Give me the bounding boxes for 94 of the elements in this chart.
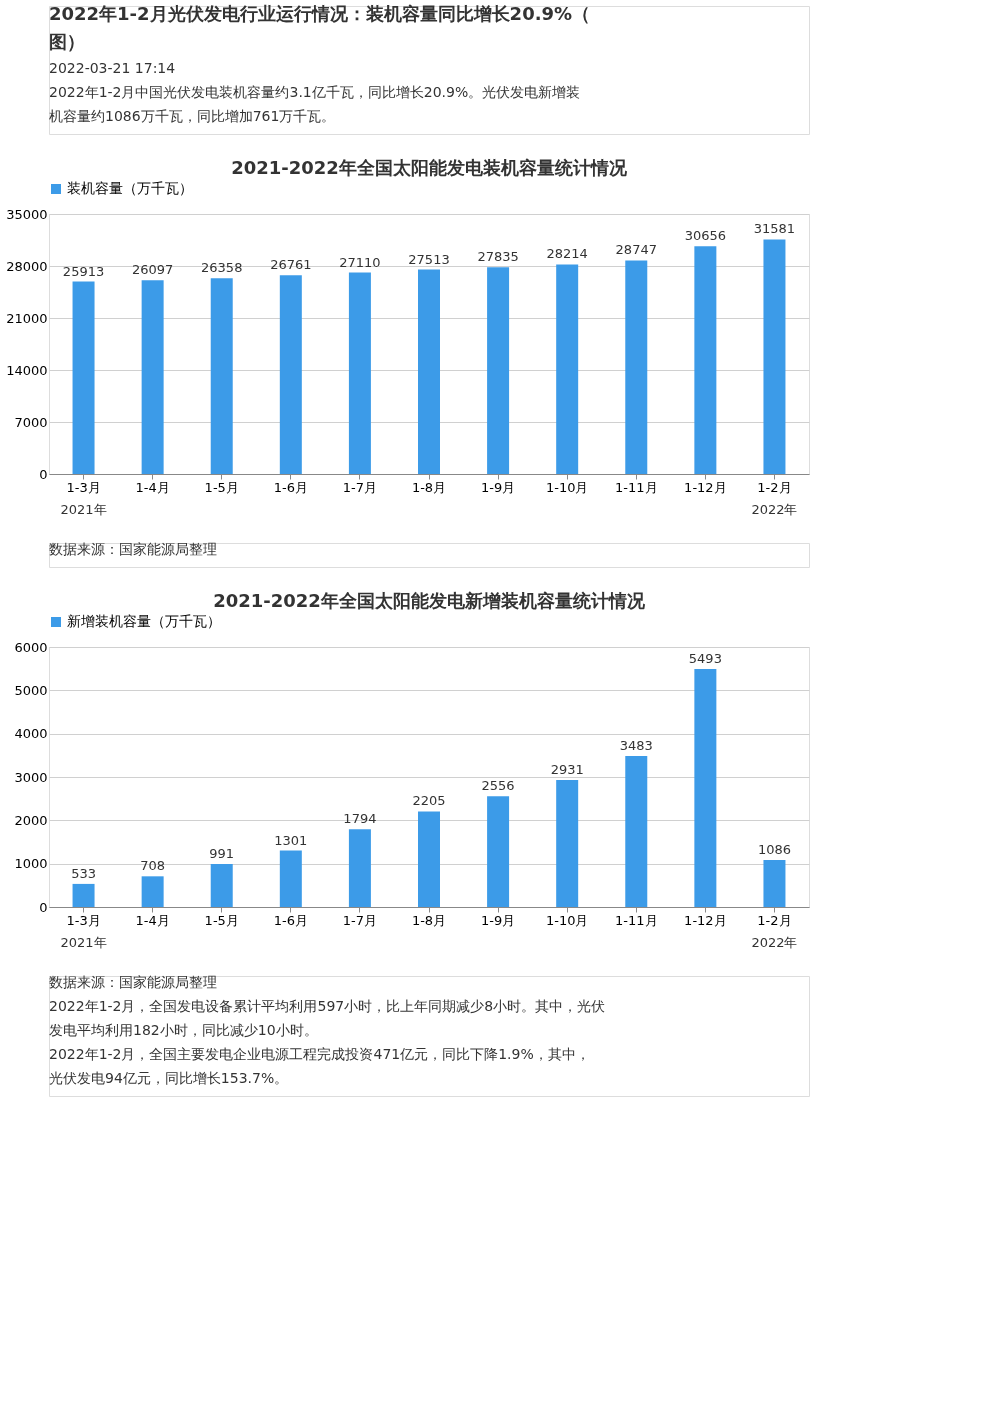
y-tick-label: 14000 (6, 362, 48, 378)
x-tick-label: 1-9月 (480, 479, 516, 495)
data-label: 2931 (550, 761, 584, 777)
x-tick-label: 1-12月 (684, 479, 727, 495)
bar (141, 280, 164, 474)
source-note: 数据来源：国家能源局整理 (49, 974, 217, 990)
y-tick-label: 6000 (14, 639, 48, 655)
legend-label: 装机容量（万千瓦） (67, 180, 193, 196)
bar (763, 239, 786, 474)
y-tick-label: 5000 (14, 682, 48, 698)
data-label: 5493 (688, 650, 722, 666)
data-label: 28747 (615, 242, 657, 258)
text: 2022年1-2月中国光伏发电装机容量约3.1亿千瓦，同比增长20.9%。光伏发电新增装机容量约1086万千瓦，同比增加761万千瓦。 (49, 84, 581, 124)
bar (418, 811, 440, 907)
bar (72, 883, 95, 907)
data-label: 2205 (412, 793, 446, 809)
chart-title: 2021-2022年全国太阳能发电装机容量统计情况 (231, 157, 628, 178)
x-tick-label: 1-2月 (757, 912, 792, 928)
y-tick-label: 21000 (6, 310, 48, 326)
x-tick-label: 1-3月 (66, 479, 101, 495)
x-tick-label: 1-10月 (545, 912, 589, 928)
x-tick-label: 1-6月 (273, 912, 308, 928)
data-label: 708 (140, 858, 166, 874)
bar (694, 668, 717, 907)
x-tick-label: 1-8月 (411, 912, 447, 928)
y-tick-label: 1000 (14, 856, 48, 872)
bar (210, 278, 233, 474)
data-label: 31581 (753, 221, 796, 237)
data-label: 27110 (339, 254, 381, 270)
y-tick-label: 0 (39, 899, 48, 915)
x-tick-label: 1-10月 (545, 479, 589, 495)
text: 2021年 (60, 502, 107, 517)
bar (348, 829, 371, 907)
bar (625, 260, 648, 474)
data-label: 1086 (757, 841, 791, 857)
text: 2022-03-21 17:14 (49, 60, 176, 76)
bar (556, 264, 579, 474)
data-label: 26097 (131, 262, 174, 278)
bar (625, 756, 648, 907)
data-label: 1301 (274, 832, 308, 848)
bar (210, 864, 233, 907)
x-tick-label: 1-4月 (135, 479, 170, 495)
bar (348, 272, 371, 474)
x-tick-label: 1-6月 (273, 479, 308, 495)
legend-label: 新增装机容量（万千瓦） (67, 613, 221, 629)
chart-title: 2021-2022年全国太阳能发电新增装机容量统计情况 (213, 590, 646, 611)
y-tick-label: 3000 (14, 769, 48, 785)
x-tick-label: 1-3月 (66, 912, 101, 928)
x-tick-label: 1-8月 (411, 479, 447, 495)
bar (487, 796, 510, 907)
data-label: 27835 (477, 249, 519, 265)
x-tick-label: 1-7月 (342, 479, 378, 495)
text: 2022年1-2月，全国主要发电企业电源工程完成投资471亿元，同比下降1.9%，其中，光伏发电94亿元，同比增长153.7%。 (49, 1046, 590, 1086)
bar (763, 859, 786, 907)
x-tick-label: 1-2月 (757, 479, 792, 495)
x-tick-label: 1-4月 (135, 912, 170, 928)
data-label: 3483 (619, 738, 653, 754)
data-label: 991 (209, 846, 235, 862)
x-tick-label: 1-11月 (615, 912, 658, 928)
text: 2022年1-2月光伏发电行业运行情况：装机容量同比增长20.9%（图） (49, 3, 591, 52)
text: 2022年 (751, 502, 798, 517)
y-tick-label: 4000 (14, 726, 48, 742)
text: 2022年1-2月，全国发电设备累计平均利用597小时，比上年同期减少8小时。其中，光伏发电平均利用182小时，同比减少10小时。 (49, 998, 606, 1038)
data-label: 26358 (201, 260, 243, 276)
source-note: 数据来源：国家能源局整理 (49, 541, 217, 557)
data-label: 533 (71, 865, 96, 881)
data-label: 25913 (62, 263, 105, 279)
y-tick-label: 0 (39, 466, 48, 482)
bar (279, 850, 302, 907)
x-tick-label: 1-7月 (342, 912, 378, 928)
bar (72, 281, 95, 474)
y-tick-label: 28000 (6, 258, 48, 274)
x-tick-label: 1-5月 (204, 479, 239, 495)
y-tick-label: 35000 (6, 206, 48, 222)
y-tick-label: 7000 (14, 414, 48, 430)
bar (279, 275, 302, 474)
x-tick-label: 1-12月 (684, 912, 727, 928)
x-tick-label: 1-11月 (615, 479, 658, 495)
x-tick-label: 1-5月 (204, 912, 239, 928)
data-label: 28214 (546, 246, 588, 262)
x-tick-label: 1-9月 (480, 912, 516, 928)
y-tick-label: 2000 (14, 812, 48, 828)
data-label: 26761 (270, 257, 312, 273)
data-label: 30656 (684, 228, 727, 244)
text: 2022年 (751, 935, 798, 950)
data-label: 2556 (481, 778, 515, 794)
bar (141, 876, 164, 907)
bar (487, 267, 510, 474)
bar (694, 246, 717, 474)
data-label: 1794 (343, 811, 377, 827)
bar (556, 779, 579, 907)
data-label: 27513 (408, 251, 450, 267)
text: 2021年 (60, 935, 107, 950)
bar (418, 269, 440, 474)
